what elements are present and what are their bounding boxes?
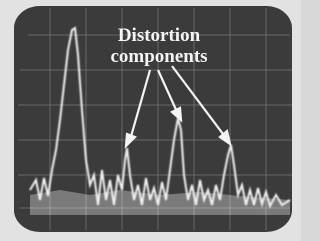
annotation-line: Distortion	[118, 25, 201, 46]
page: Distortion components (() => { const dat…	[0, 0, 301, 241]
annotation-line: components	[110, 46, 207, 67]
scope-photo: Distortion components	[0, 0, 301, 241]
